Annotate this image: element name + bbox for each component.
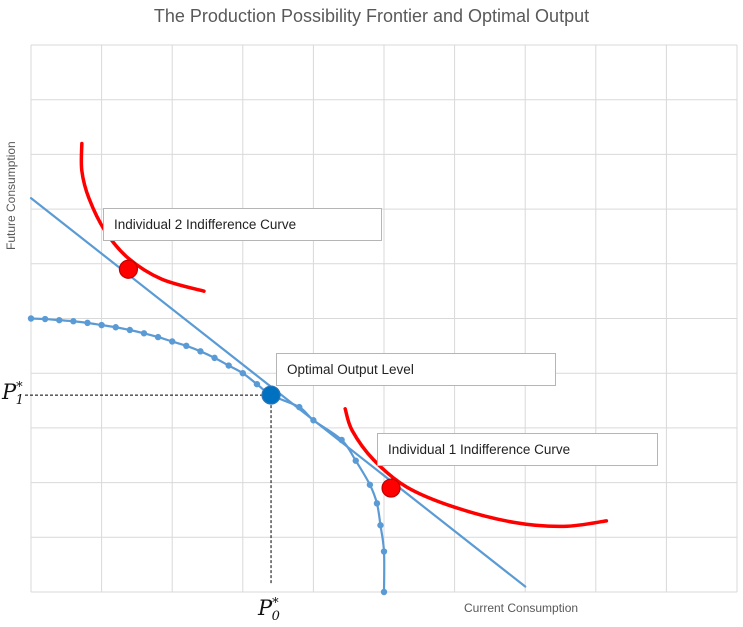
highlight-point-individual-1 bbox=[381, 478, 401, 498]
annotation-individual-2: Individual 2 Indifference Curve bbox=[103, 208, 382, 241]
series-ppf-marker bbox=[56, 316, 63, 324]
series-ppf-marker bbox=[70, 318, 77, 325]
series-ppf-marker bbox=[253, 380, 261, 388]
series-ppf-marker bbox=[225, 362, 232, 369]
series-ppf-marker bbox=[154, 333, 162, 341]
series-ppf-marker bbox=[27, 315, 35, 322]
series-ppf-marker bbox=[211, 354, 218, 362]
series-ppf-marker bbox=[84, 319, 91, 327]
series-ppf-marker bbox=[126, 326, 134, 334]
series-ppf-marker bbox=[41, 315, 49, 323]
series-ppf-marker bbox=[98, 321, 105, 329]
series-ppf-marker bbox=[197, 348, 204, 355]
annotation-individual-1: Individual 1 Indifference Curve bbox=[377, 433, 658, 466]
series-indifference-1 bbox=[343, 407, 609, 529]
series-ppf-marker bbox=[380, 548, 388, 555]
highlight-points bbox=[118, 259, 401, 498]
p0-star-label: P*0 bbox=[258, 596, 280, 625]
series-ppf-marker bbox=[112, 324, 119, 331]
chart-title: The Production Possibility Frontier and … bbox=[153, 6, 590, 26]
series-ppf-marker bbox=[239, 370, 246, 377]
highlight-point-individual-2 bbox=[118, 259, 139, 279]
reference-lines bbox=[25, 394, 272, 584]
series-ppf-marker bbox=[169, 338, 176, 345]
p1-star-label: P*1 bbox=[2, 380, 24, 409]
series-ppf-marker bbox=[352, 457, 359, 464]
annotation-optimal-output: Optimal Output Level bbox=[276, 353, 556, 386]
grid bbox=[30, 44, 738, 593]
x-axis-label: Current Consumption bbox=[464, 601, 579, 615]
series-ppf-marker bbox=[380, 588, 388, 596]
series-ppf-marker bbox=[183, 342, 190, 350]
series-ppf-marker bbox=[377, 522, 384, 529]
series-ppf-marker bbox=[373, 500, 381, 507]
highlight-point-optimal bbox=[261, 385, 281, 405]
series-ppf-marker bbox=[366, 481, 374, 488]
series-ppf-marker bbox=[140, 330, 148, 337]
